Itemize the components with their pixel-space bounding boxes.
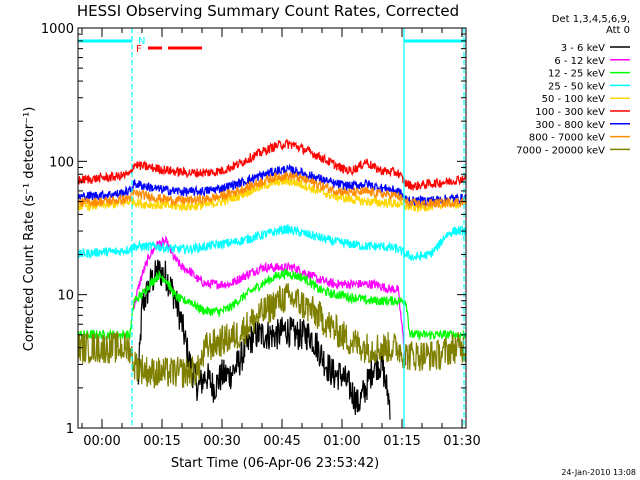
y-axis-label: Corrected Count Rate (s⁻¹ detector⁻¹) (22, 107, 37, 352)
series-line-6-12-kev (133, 235, 407, 365)
plot-area: NF (78, 28, 466, 428)
y-tick-label: 1000 (41, 22, 74, 37)
x-axis-label: Start Time (06-Apr-06 23:53:42) (171, 456, 379, 471)
legend-label: 100 - 300 keV (535, 107, 605, 118)
legend-label: 25 - 50 keV (548, 81, 605, 92)
legend-header-line: Att 0 (606, 25, 630, 36)
legend-label: 3 - 6 keV (561, 43, 605, 54)
x-tick-label: 00:00 (83, 434, 120, 449)
legend-header-line: Det 1,3,4,5,6,9, (552, 14, 630, 25)
legend-label: 50 - 100 keV (542, 94, 606, 105)
x-tick-label: 00:45 (263, 434, 300, 449)
axes: 1 10 100 1000 00:00 00:15 00:30 00:45 01:00 01:15… (41, 22, 481, 449)
legend-label: 6 - 12 keV (554, 56, 605, 67)
y-tick-label: 100 (49, 155, 74, 170)
x-tick-label: 00:15 (143, 434, 180, 449)
legend: Det 1,3,4,5,6,9,Att 03 - 6 keV 6 - 12 keV… (516, 14, 630, 156)
series-line-50-100-kev (78, 176, 466, 214)
flag-f-label: F (136, 44, 142, 55)
x-tick-label: 01:15 (383, 434, 420, 449)
legend-label: 12 - 25 keV (548, 69, 605, 80)
x-tick-label: 01:30 (443, 434, 480, 449)
footer-timestamp: 24-Jan-2010 13:08 (561, 468, 636, 477)
y-tick-label: 10 (57, 289, 74, 304)
x-tick-label: 01:00 (323, 434, 360, 449)
flag-n-label: N (138, 36, 145, 47)
chart-title: HESSI Observing Summary Count Rates, Cor… (77, 2, 459, 20)
plot-frame (77, 27, 467, 429)
series-line-300-800-kev (78, 163, 466, 207)
series-line-100-300-kev (78, 138, 466, 191)
legend-label: 7000 - 20000 keV (516, 145, 605, 156)
series-line-3-6-kev (137, 259, 391, 420)
series-line-7000-20000-kev (78, 283, 466, 389)
y-tick-label: 1 (66, 422, 74, 437)
x-tick-label: 00:30 (203, 434, 240, 449)
legend-label: 300 - 800 keV (535, 120, 605, 131)
series-group (78, 138, 466, 420)
series-line-800-7000-kev (78, 171, 466, 210)
series-line-25-50-kev (78, 224, 466, 262)
legend-label: 800 - 7000 keV (529, 133, 605, 144)
series-line-12-25-kev (78, 268, 466, 342)
